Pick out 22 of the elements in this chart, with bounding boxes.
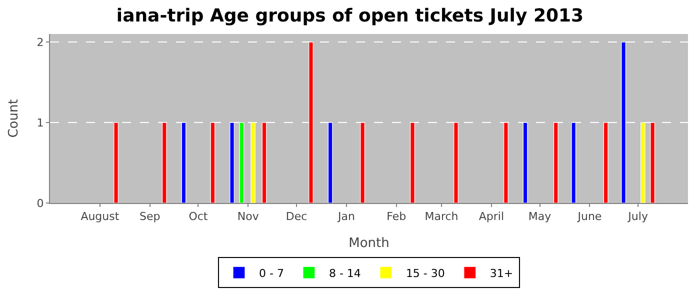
x-tick-label: Sep (140, 210, 160, 224)
legend-label: 15 - 30 (406, 266, 445, 280)
legend-label: 8 - 14 (328, 266, 361, 280)
x-tick-label: July (627, 210, 648, 224)
x-tick-label: Jan (336, 210, 355, 224)
x-tick-label: April (478, 210, 504, 224)
x-tick-label: March (424, 210, 458, 224)
y-axis-title: Count (6, 99, 22, 138)
y-tick-label: 0 (36, 196, 44, 210)
x-tick-label: May (528, 210, 552, 224)
x-tick-label: Nov (237, 210, 260, 224)
chart-title: iana-trip Age groups of open tickets July 2013 (116, 6, 584, 27)
y-tick-label: 1 (36, 116, 44, 130)
x-tick-label: June (576, 210, 602, 224)
x-tick-label: Feb (386, 210, 406, 224)
x-tick-label: Dec (286, 210, 308, 224)
legend-label: 31+ (490, 266, 514, 280)
legend-label: 0 - 7 (259, 266, 284, 280)
x-tick-label: August (80, 210, 120, 224)
y-tick-label: 2 (36, 36, 44, 49)
x-tick-label: Oct (188, 210, 208, 224)
x-axis-title: Month (348, 236, 390, 251)
